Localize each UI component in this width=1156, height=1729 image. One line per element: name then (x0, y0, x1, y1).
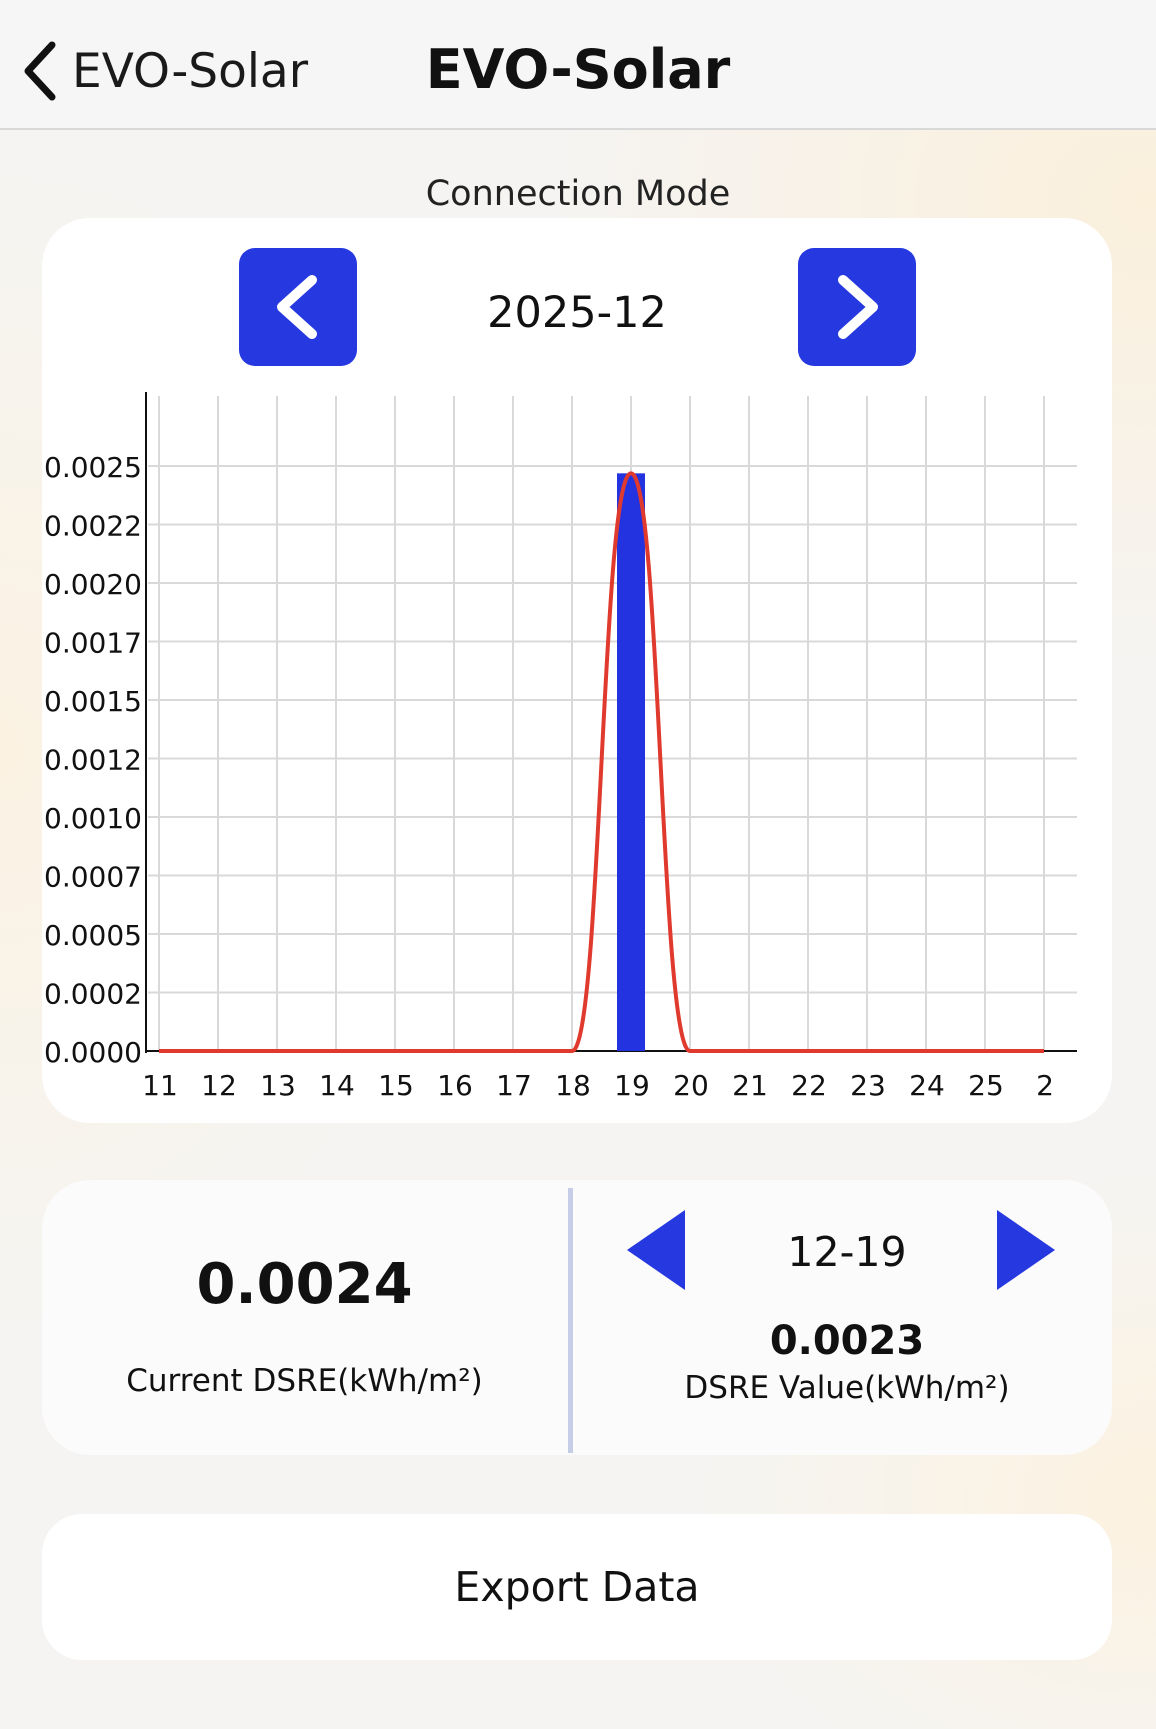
back-label: EVO-Solar (72, 43, 309, 99)
x-tick-label: 15 (378, 1069, 414, 1102)
y-tick-label: 0.0007 (44, 861, 142, 894)
chevron-left-icon (277, 275, 317, 339)
y-tick-label: 0.0012 (44, 744, 142, 777)
y-tick-label: 0.0025 (44, 451, 142, 484)
x-tick-label: 19 (614, 1069, 650, 1102)
export-data-button[interactable]: Export Data (42, 1514, 1112, 1660)
x-tick-label: 23 (850, 1069, 886, 1102)
y-tick-label: 0.0017 (44, 627, 142, 660)
previous-month-button[interactable] (239, 248, 357, 366)
y-tick-label: 0.0000 (44, 1036, 142, 1069)
x-tick-label: 16 (437, 1069, 473, 1102)
current-dsre-value: 0.0024 (196, 1252, 413, 1317)
y-tick-label: 0.0005 (44, 919, 142, 952)
x-tick-label: 21 (732, 1069, 768, 1102)
dsre-chart: 0.0000 0.0002 0.0005 0.0007 0.0010 0.0012 0.00… (44, 388, 1077, 1102)
x-tick-label: 14 (319, 1069, 355, 1102)
chevron-right-icon (838, 275, 878, 339)
chart-line (158, 471, 1044, 1053)
x-tick-label: 20 (673, 1069, 709, 1102)
chart-card: 2025-12 0.0000 0.0002 0.0005 0.0007 0.0010 0.… (42, 218, 1112, 1123)
summary-card: 0.0024 Current DSRE(kWh/m²) 12-19 0.0023… (42, 1180, 1112, 1455)
selected-day-label: 12-19 (787, 1228, 907, 1276)
y-tick-label: 0.0002 (44, 978, 142, 1011)
x-tick-label: 17 (496, 1069, 532, 1102)
x-tick-label: 25 (968, 1069, 1004, 1102)
nav-bar: EVO-Solar EVO-Solar (0, 0, 1156, 130)
y-tick-label: 0.0010 (44, 802, 142, 835)
x-tick-label: 2 (1036, 1069, 1054, 1102)
x-tick-label: 12 (201, 1069, 237, 1102)
connection-mode-label: Connection Mode (425, 174, 731, 214)
page-title: EVO-Solar (425, 38, 731, 101)
back-button[interactable]: EVO-Solar (20, 36, 308, 106)
chevron-left-icon (24, 41, 56, 101)
x-tick-label: 13 (260, 1069, 296, 1102)
x-tick-label: 11 (142, 1069, 178, 1102)
y-tick-label: 0.0015 (44, 685, 142, 718)
x-tick-label: 24 (909, 1069, 945, 1102)
x-tick-label: 22 (791, 1069, 827, 1102)
day-dsre-label: DSRE Value(kWh/m²) (684, 1370, 1010, 1406)
day-dsre-value: 0.0023 (769, 1318, 925, 1364)
chart-bar (617, 473, 645, 1051)
next-month-button[interactable] (798, 248, 916, 366)
x-tick-label: 18 (555, 1069, 591, 1102)
triangle-left-icon[interactable] (627, 1210, 685, 1290)
month-label: 2025-12 (487, 288, 667, 338)
y-tick-label: 0.0020 (44, 568, 142, 601)
triangle-right-icon[interactable] (997, 1210, 1055, 1290)
current-dsre-label: Current DSRE(kWh/m²) (126, 1363, 483, 1399)
y-tick-label: 0.0022 (44, 510, 142, 543)
divider (568, 1188, 573, 1453)
